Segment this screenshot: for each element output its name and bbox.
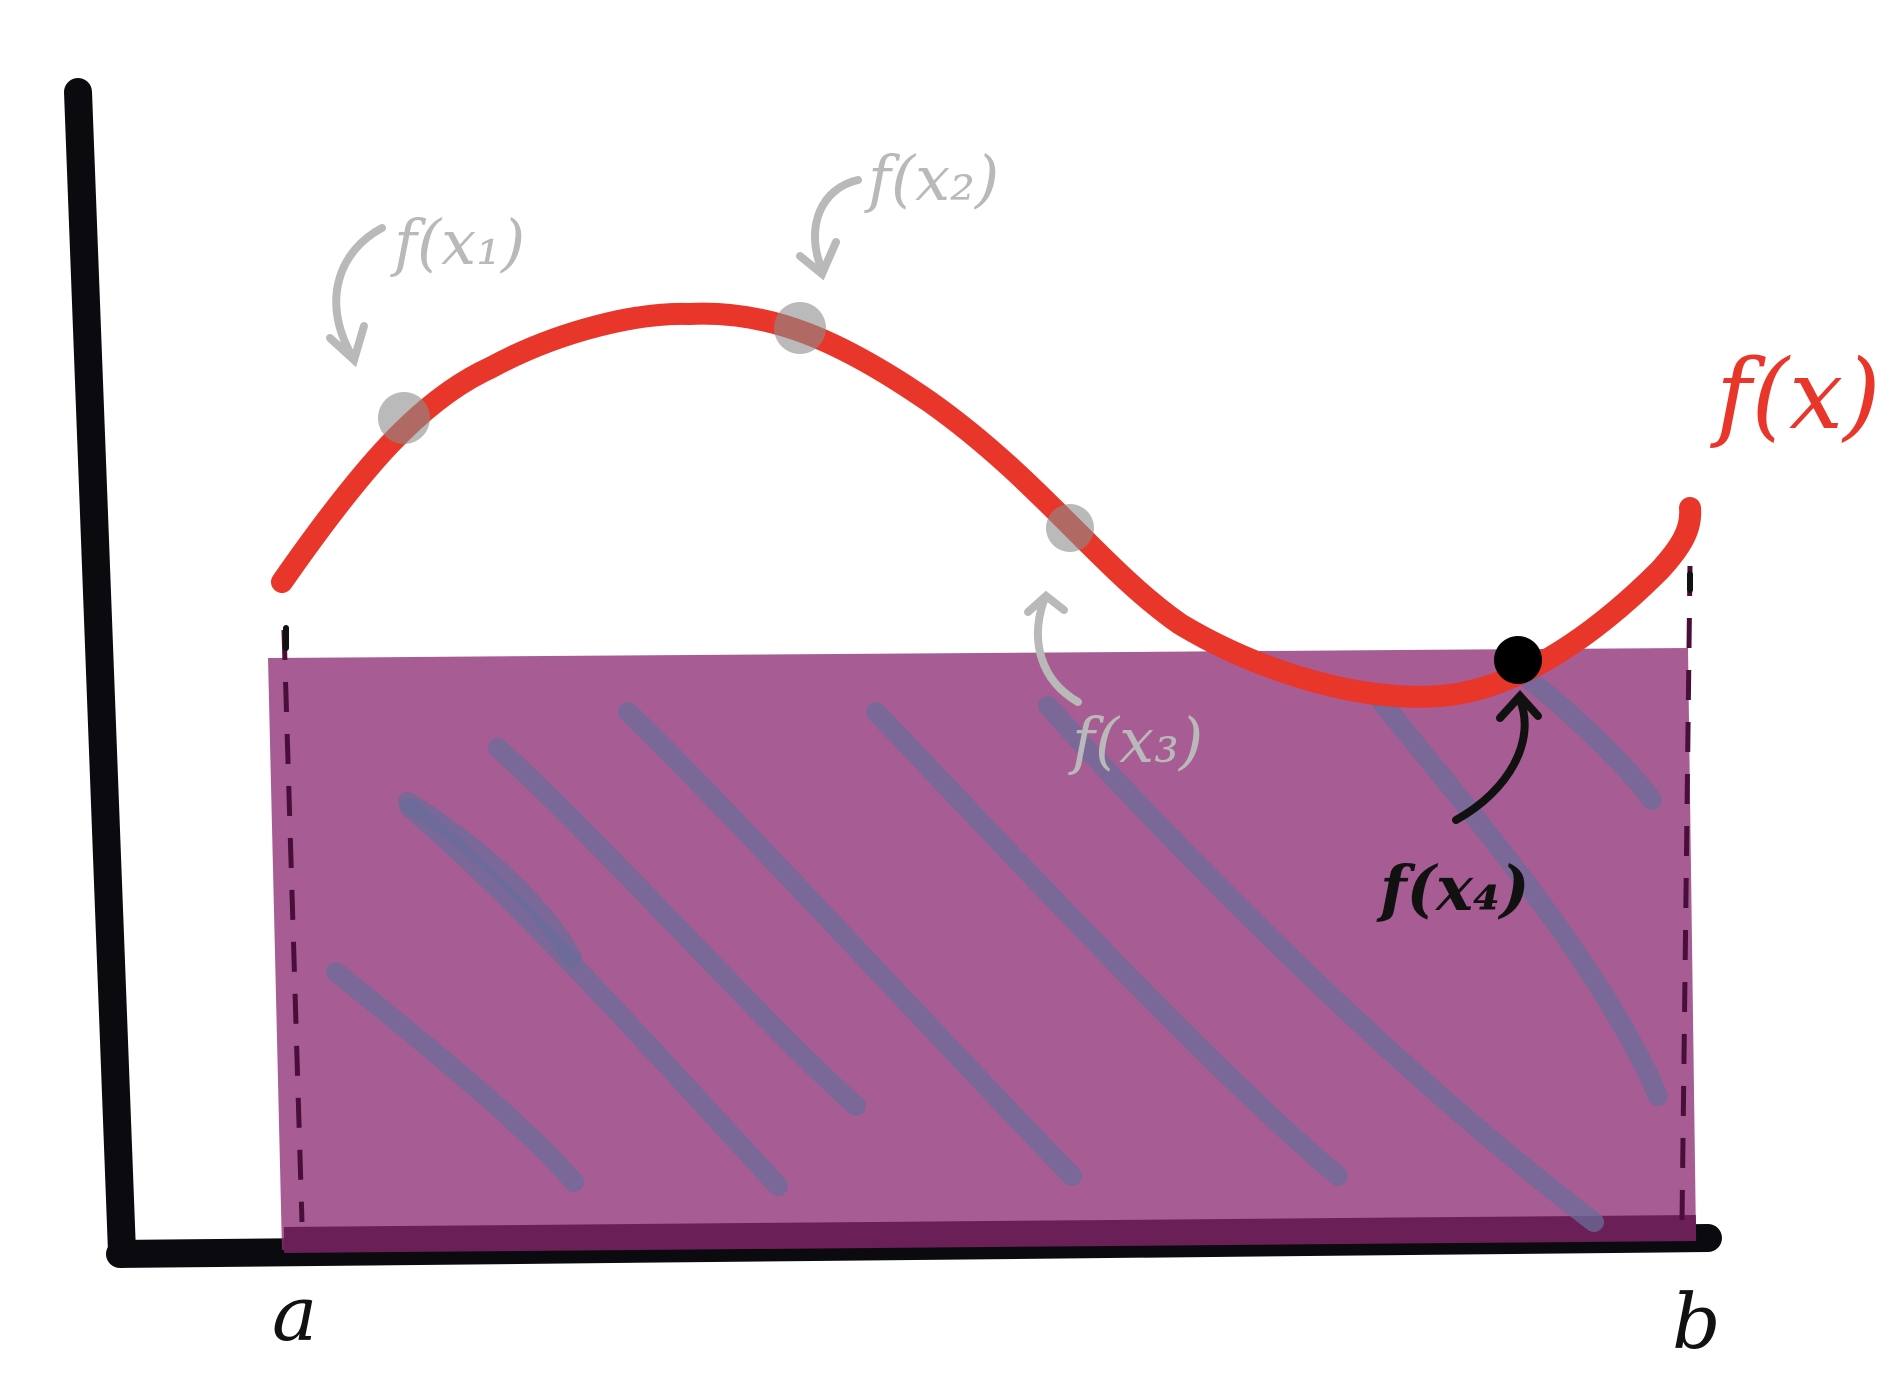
curved-arrow-icon xyxy=(1452,690,1542,824)
right-dashed-boundary xyxy=(1679,565,1693,1223)
y-axis xyxy=(64,78,136,1266)
sample1-label: f(x₁) xyxy=(390,206,525,279)
left-dashed-boundary xyxy=(281,629,305,1223)
curved-arrow-icon xyxy=(796,176,862,281)
area-rectangle xyxy=(268,648,1696,1250)
sample3-label: f(x₃) xyxy=(1068,704,1203,777)
axis-label-a: a xyxy=(272,1269,317,1358)
curved-arrow-icon xyxy=(1024,590,1082,706)
hatch-lines xyxy=(326,670,1668,1232)
rectangle-base xyxy=(283,1215,1697,1253)
sample-point-1 xyxy=(378,392,430,444)
axis-label-b: b xyxy=(1672,1277,1721,1366)
curved-arrow-icon xyxy=(326,224,386,368)
function-curve xyxy=(271,302,1702,708)
sample4-label: f(x₄) xyxy=(1376,852,1529,925)
sample-point-2 xyxy=(774,302,826,354)
sample2-label: f(x₂) xyxy=(864,142,999,215)
curve-label: f(x) xyxy=(1710,339,1881,451)
sample-point-4 xyxy=(1494,636,1542,684)
sample-point-3 xyxy=(1046,504,1094,552)
